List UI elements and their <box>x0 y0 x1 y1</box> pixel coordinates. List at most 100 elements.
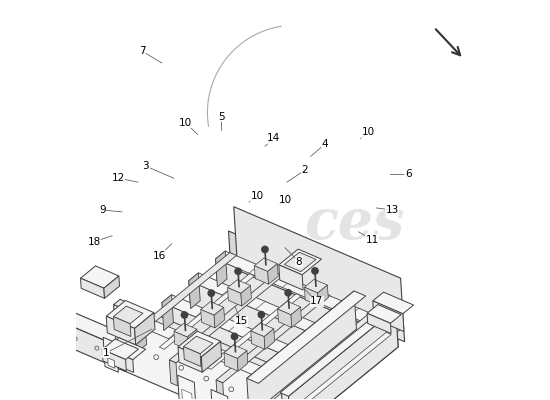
Polygon shape <box>367 304 401 323</box>
Text: 18: 18 <box>87 237 101 247</box>
Polygon shape <box>284 252 316 272</box>
Polygon shape <box>291 307 301 328</box>
Polygon shape <box>189 273 200 309</box>
Text: ces: ces <box>304 196 405 251</box>
Polygon shape <box>135 313 155 345</box>
Circle shape <box>232 333 238 340</box>
Polygon shape <box>201 302 224 315</box>
Polygon shape <box>211 390 229 400</box>
Polygon shape <box>241 286 251 306</box>
Polygon shape <box>102 350 126 371</box>
Polygon shape <box>263 313 377 400</box>
Polygon shape <box>160 274 255 349</box>
Polygon shape <box>280 305 396 396</box>
Polygon shape <box>135 316 147 352</box>
Polygon shape <box>253 314 348 389</box>
Text: 10: 10 <box>179 118 192 128</box>
Polygon shape <box>279 249 321 275</box>
Text: 10: 10 <box>362 128 375 138</box>
Polygon shape <box>224 353 238 371</box>
Polygon shape <box>106 348 134 372</box>
Polygon shape <box>182 389 192 400</box>
Text: 10: 10 <box>251 191 263 201</box>
Circle shape <box>235 268 241 274</box>
Polygon shape <box>216 293 330 383</box>
Polygon shape <box>80 278 104 298</box>
Polygon shape <box>108 358 115 368</box>
Polygon shape <box>279 265 303 290</box>
Polygon shape <box>33 300 136 349</box>
Polygon shape <box>178 347 202 372</box>
Polygon shape <box>174 324 197 337</box>
Polygon shape <box>106 300 154 328</box>
Text: 6: 6 <box>405 169 411 179</box>
Text: 4: 4 <box>321 139 328 149</box>
Circle shape <box>182 312 188 318</box>
Text: 12: 12 <box>112 173 125 183</box>
Circle shape <box>312 268 318 274</box>
Polygon shape <box>184 347 201 366</box>
Polygon shape <box>162 295 173 330</box>
Polygon shape <box>103 337 118 372</box>
Circle shape <box>258 312 265 318</box>
Polygon shape <box>216 380 224 400</box>
Text: 16: 16 <box>153 251 167 261</box>
Polygon shape <box>296 332 391 400</box>
Text: 3: 3 <box>142 161 149 171</box>
Polygon shape <box>188 329 198 350</box>
Polygon shape <box>106 316 136 345</box>
Polygon shape <box>228 288 241 306</box>
Polygon shape <box>184 336 213 354</box>
Polygon shape <box>135 324 304 400</box>
Polygon shape <box>80 266 119 288</box>
Polygon shape <box>367 313 391 334</box>
Polygon shape <box>214 307 224 328</box>
Polygon shape <box>123 340 131 366</box>
Circle shape <box>208 290 214 296</box>
Text: 11: 11 <box>366 235 379 245</box>
Text: 9: 9 <box>99 205 106 215</box>
Polygon shape <box>106 338 146 360</box>
Polygon shape <box>178 375 196 400</box>
Polygon shape <box>238 351 248 371</box>
Polygon shape <box>33 300 46 332</box>
Polygon shape <box>201 310 215 328</box>
Polygon shape <box>33 310 126 372</box>
Polygon shape <box>373 292 414 314</box>
Polygon shape <box>318 285 328 306</box>
Polygon shape <box>268 264 278 284</box>
Polygon shape <box>289 309 398 400</box>
Polygon shape <box>278 309 292 328</box>
Polygon shape <box>169 360 178 386</box>
Polygon shape <box>305 279 327 293</box>
Polygon shape <box>247 291 356 400</box>
Polygon shape <box>104 276 119 298</box>
Circle shape <box>262 246 268 253</box>
Polygon shape <box>216 251 227 287</box>
Text: 13: 13 <box>386 205 399 215</box>
Polygon shape <box>135 316 312 396</box>
Polygon shape <box>201 341 222 372</box>
Polygon shape <box>174 331 188 350</box>
Text: a passion
for cars: a passion for cars <box>310 272 360 303</box>
Polygon shape <box>206 294 301 369</box>
Polygon shape <box>124 276 398 400</box>
Polygon shape <box>251 323 274 337</box>
Polygon shape <box>305 287 318 306</box>
Polygon shape <box>169 273 283 363</box>
Polygon shape <box>113 306 143 324</box>
Polygon shape <box>251 331 265 349</box>
Polygon shape <box>178 331 221 357</box>
Text: 8: 8 <box>295 256 302 266</box>
Polygon shape <box>162 302 331 400</box>
Text: 17: 17 <box>310 296 323 306</box>
Polygon shape <box>234 207 405 342</box>
Polygon shape <box>113 317 131 336</box>
Text: 15: 15 <box>235 316 248 326</box>
Polygon shape <box>373 301 404 332</box>
Polygon shape <box>289 324 403 400</box>
Polygon shape <box>247 291 366 383</box>
Polygon shape <box>255 266 268 284</box>
Text: 10: 10 <box>278 195 292 205</box>
Circle shape <box>285 290 292 296</box>
